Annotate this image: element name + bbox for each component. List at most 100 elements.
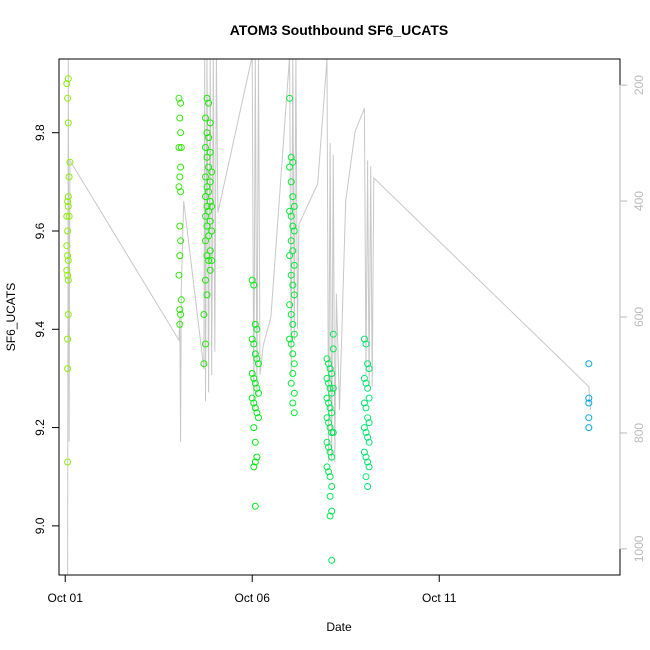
data-point [63, 80, 71, 88]
data-point [323, 463, 331, 471]
data-point [177, 296, 185, 304]
data-point [64, 276, 72, 284]
data-point [325, 399, 333, 407]
data-point [64, 198, 72, 205]
data-point [203, 291, 211, 299]
data-point [205, 163, 213, 171]
data-point [203, 202, 211, 210]
data-point [328, 389, 336, 397]
y2-tick-label: 400 [632, 191, 646, 211]
data-point [248, 276, 256, 284]
data-point [176, 320, 184, 328]
data-point [208, 202, 216, 210]
y2-tick-label: 800 [632, 423, 646, 443]
data-point [585, 399, 593, 407]
x-axis-label: Date [326, 620, 352, 634]
data-point [205, 257, 213, 264]
data-point [250, 374, 258, 382]
data-point [290, 227, 298, 235]
data-point [66, 158, 74, 166]
data-point [208, 227, 216, 235]
data-point [289, 222, 297, 230]
data-point [250, 281, 258, 289]
y-tick-label: 9.4 [33, 321, 47, 338]
data-point [63, 266, 71, 274]
data-point [64, 94, 72, 102]
data-point [365, 463, 373, 471]
data-point [323, 355, 331, 363]
data-point [203, 183, 211, 191]
data-point [202, 144, 209, 151]
y-axis: 9.0 9.2 9.4 9.6 9.8 [33, 124, 60, 534]
data-point [250, 399, 258, 407]
data-point [329, 345, 337, 353]
data-point [329, 384, 337, 392]
data-point [206, 266, 214, 274]
data-point [362, 429, 370, 436]
data-point [290, 389, 298, 397]
data-point [250, 340, 258, 348]
y-tick-label: 9.0 [33, 517, 47, 534]
data-point [200, 311, 208, 318]
data-point [251, 350, 259, 358]
data-point [251, 502, 259, 510]
data-point [177, 237, 185, 245]
data-point [326, 473, 334, 481]
data-point [177, 311, 185, 318]
data-point [323, 374, 331, 382]
data-point [177, 188, 185, 196]
y2-axis: 200 400 600 800 1000 [619, 75, 646, 562]
data-point [205, 134, 213, 142]
y2-tick-label: 1000 [632, 535, 646, 562]
data-point [64, 458, 72, 466]
data-point [253, 409, 261, 417]
data-point [251, 404, 259, 412]
chart-title: ATOM3 Southbound SF6_UCATS [230, 22, 449, 38]
data-point [362, 404, 370, 412]
data-point [205, 207, 213, 215]
data-point [202, 276, 209, 284]
data-point [289, 193, 297, 201]
data-point [176, 306, 184, 314]
data-points-layer [63, 75, 593, 564]
data-point [287, 340, 295, 348]
data-point [287, 212, 295, 220]
data-point [177, 129, 185, 137]
data-point [65, 212, 73, 220]
data-point [323, 394, 331, 402]
data-point [286, 335, 294, 343]
data-point [362, 453, 370, 461]
data-point [255, 360, 262, 368]
data-point [365, 365, 373, 373]
data-point [325, 379, 333, 387]
data-point [326, 448, 334, 456]
data-point [250, 424, 258, 432]
data-point [203, 252, 211, 260]
data-point [290, 202, 298, 210]
data-point [328, 556, 336, 564]
data-point [64, 257, 72, 264]
data-point [208, 168, 216, 176]
data-point [326, 384, 334, 392]
data-point [64, 119, 72, 127]
data-point [326, 404, 334, 412]
data-point [175, 183, 183, 191]
data-point [176, 173, 184, 181]
y2-tick-label: 200 [632, 75, 646, 95]
data-point [328, 483, 336, 490]
data-point [364, 360, 372, 368]
data-point [253, 325, 261, 333]
data-point [290, 360, 298, 368]
data-point [206, 247, 214, 255]
data-point [255, 389, 262, 397]
data-point [290, 261, 298, 269]
data-point [248, 335, 256, 343]
data-point [202, 212, 209, 220]
data-point [202, 193, 209, 201]
plot-frame [58, 58, 621, 576]
data-point [326, 492, 334, 500]
data-point [326, 365, 334, 373]
data-point [360, 335, 368, 343]
y2-tick-label: 600 [632, 307, 646, 327]
data-point [205, 188, 213, 196]
